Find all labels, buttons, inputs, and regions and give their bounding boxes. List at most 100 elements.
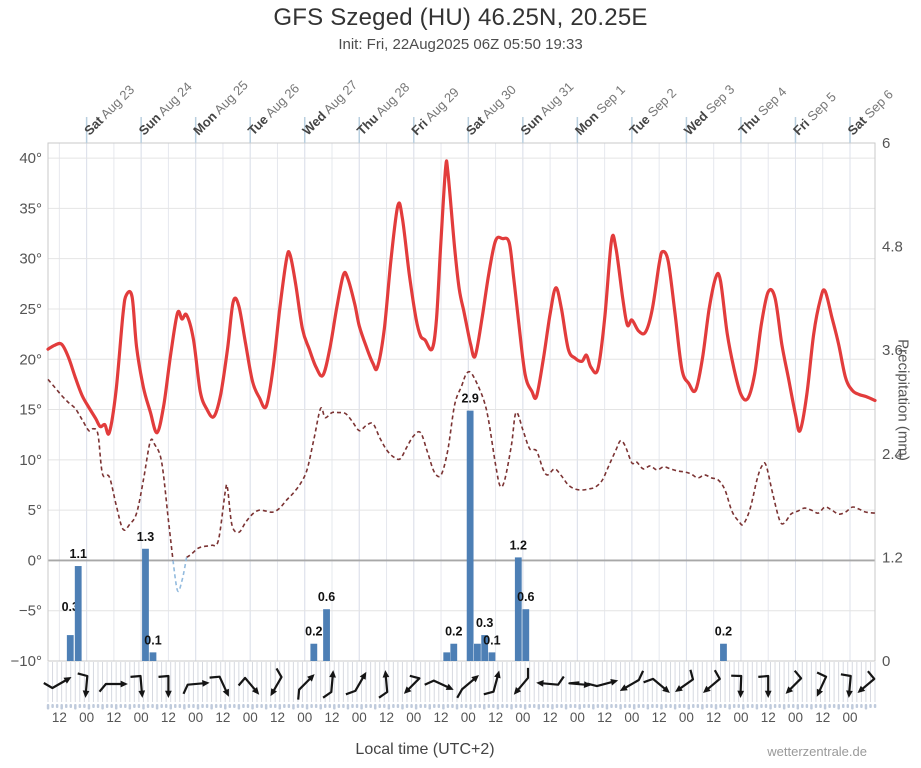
wind-arrow	[237, 676, 257, 692]
hour-axis-labels: 12 00 12 00 12 00 12 00 12 00 12 00 12 00 12 00 12 00 12 00…	[52, 710, 858, 725]
hour-label: 00	[297, 710, 312, 725]
wind-arrow-head	[610, 679, 619, 686]
wind-arrow-head	[471, 675, 479, 683]
hour-label: 00	[679, 710, 694, 725]
hour-label: 12	[324, 710, 339, 725]
dewpoint-curve	[47, 370, 876, 593]
wind-arrow	[758, 674, 770, 693]
hour-label: 12	[215, 710, 230, 725]
precip-bar-label: 0.1	[483, 633, 500, 647]
wind-arrow-head	[619, 684, 628, 691]
precip-tick-label: 2.4	[882, 446, 903, 463]
day-label: Thu Aug 28	[354, 79, 413, 138]
hour-label: 12	[652, 710, 667, 725]
hour-label: 12	[434, 710, 449, 725]
wind-arrow	[678, 669, 695, 691]
wind-arrow-head	[329, 670, 336, 678]
hour-label: 12	[52, 710, 67, 725]
hour-label: 12	[488, 710, 503, 725]
dewpoint-subzero-segment	[172, 557, 188, 593]
wind-arrow	[424, 679, 450, 689]
wind-arrow-head	[270, 688, 277, 697]
wind-arrow	[345, 675, 365, 696]
init-subtitle: Init: Fri, 22Aug2025 06Z 05:50 19:33	[338, 36, 583, 53]
temp-tick-label: −5°	[19, 603, 42, 620]
wind-arrow-head	[816, 688, 823, 697]
wind-arrow-head	[846, 690, 853, 698]
wind-arrow-head	[82, 690, 90, 698]
hour-label: 00	[733, 710, 748, 725]
wind-arrow-head	[764, 690, 772, 698]
day-label: Wed Aug 27	[299, 77, 360, 138]
wind-arrow	[272, 667, 283, 693]
wind-arrow	[483, 675, 499, 696]
day-label: Fri Sep 5	[790, 89, 839, 138]
precip-tick-label: 1.2	[882, 549, 903, 566]
day-label: Fri Aug 29	[408, 85, 462, 139]
right-axis-title: Precipitation (mm)	[894, 339, 912, 461]
wind-arrow-head	[165, 690, 172, 698]
precip-bar	[443, 652, 451, 661]
wind-arrow-head	[382, 670, 390, 678]
temp-tick-label: 20°	[19, 351, 42, 368]
precip-bar	[74, 566, 82, 661]
page-title: GFS Szeged (HU) 46.25N, 20.25E	[273, 4, 648, 31]
wind-arrow	[541, 675, 565, 686]
precip-bar	[142, 548, 149, 661]
temp-tick-label: 15°	[19, 402, 42, 419]
precip-bar	[474, 643, 481, 661]
hour-label: 12	[106, 710, 121, 725]
minor-glyph-row	[46, 704, 877, 710]
day-label: Sat Aug 30	[463, 82, 519, 138]
hour-label: 12	[161, 710, 176, 725]
temperature-curve	[46, 159, 877, 436]
hour-label: 00	[243, 710, 258, 725]
precip-bar-label: 0.2	[715, 625, 732, 639]
precip-tick-label: 6	[882, 135, 890, 152]
wind-arrow	[788, 669, 803, 692]
bottom-tick-comb	[47, 662, 876, 702]
wind-arrow	[77, 672, 89, 694]
precip-bar	[522, 609, 530, 661]
wind-arrow	[568, 681, 587, 686]
hour-label: 00	[461, 710, 476, 725]
day-label: Thu Sep 4	[735, 84, 789, 138]
wind-arrow-head	[138, 690, 146, 698]
precip-bar	[481, 635, 489, 661]
wind-arrow	[406, 674, 421, 692]
wind-arrow	[816, 671, 828, 693]
wind-arrow-head	[494, 670, 501, 679]
hour-label: 00	[788, 710, 803, 725]
wind-arrow	[43, 678, 68, 690]
wind-arrow	[322, 674, 334, 699]
wind-arrow-head	[785, 686, 794, 694]
temp-tick-label: 0°	[28, 552, 42, 569]
precip-bar-label: 0.6	[318, 590, 335, 604]
hour-label: 12	[379, 710, 394, 725]
day-label: Sat Aug 23	[81, 82, 137, 138]
precip-bar-label: 0.3	[62, 600, 79, 614]
precip-bar	[310, 643, 318, 661]
precip-bar-label: 0.2	[305, 625, 322, 639]
wind-arrow	[98, 682, 123, 693]
wind-arrow-head	[703, 685, 711, 693]
temp-tick-label: 40°	[19, 150, 42, 167]
temp-tick-label: 10°	[19, 452, 42, 469]
hour-label: 12	[270, 710, 285, 725]
temp-tick-label: 35°	[19, 200, 42, 217]
day-label: Sun Aug 24	[136, 79, 195, 138]
wind-arrow	[860, 670, 876, 691]
wind-arrow	[182, 682, 205, 695]
wind-arrow	[378, 674, 389, 699]
hour-label: 00	[406, 710, 421, 725]
precip-bar	[720, 643, 727, 661]
watermark: wetterzentrale.de	[767, 744, 867, 759]
precip-bar	[450, 643, 458, 661]
wind-arrow	[456, 677, 476, 699]
x-axis-title: Local time (UTC+2)	[355, 741, 495, 758]
wind-arrow	[643, 677, 667, 691]
precip-bar-label: 1.3	[137, 530, 154, 544]
day-label: Tue Aug 26	[245, 81, 302, 138]
wind-arrow	[623, 670, 645, 690]
